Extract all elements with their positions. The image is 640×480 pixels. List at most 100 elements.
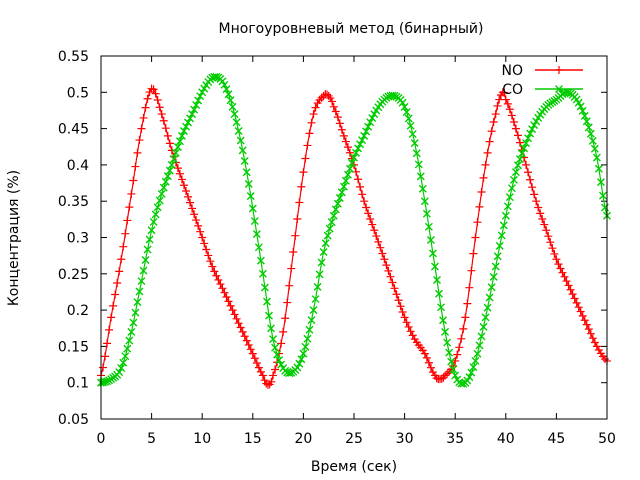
data-point-cross: [586, 129, 595, 138]
data-point-plus: [222, 293, 231, 302]
data-point-plus: [101, 352, 110, 361]
data-point-cross: [173, 142, 182, 151]
data-point-plus: [424, 358, 433, 367]
data-point-cross: [366, 118, 375, 127]
data-point-cross: [422, 209, 431, 218]
data-point-cross: [564, 88, 573, 97]
data-point-plus: [206, 257, 215, 266]
data-point-cross: [477, 332, 486, 341]
data-point-cross: [358, 136, 367, 145]
data-point-cross: [119, 358, 128, 367]
data-point-plus: [491, 110, 500, 119]
data-point-plus: [337, 125, 346, 134]
data-point-plus: [192, 216, 201, 225]
data-point-plus: [269, 371, 278, 380]
data-point-plus: [358, 190, 367, 199]
x-axis-label: Время (сек): [311, 459, 397, 475]
data-point-cross: [451, 371, 460, 380]
data-point-plus: [479, 173, 488, 182]
data-point-cross: [127, 327, 136, 336]
data-point-cross: [406, 121, 415, 130]
x-tick-label: 30: [396, 431, 414, 447]
data-point-plus: [317, 93, 326, 102]
data-point-cross: [175, 137, 184, 146]
data-point-plus: [426, 363, 435, 372]
data-point-plus: [250, 354, 259, 363]
data-point-plus: [182, 187, 191, 196]
data-point-plus: [125, 203, 134, 212]
data-point-plus: [481, 160, 490, 169]
data-point-plus: [214, 275, 223, 284]
data-point-plus: [552, 255, 561, 264]
data-point-cross: [230, 110, 239, 119]
data-point-plus: [473, 218, 482, 227]
data-point-cross: [404, 114, 413, 123]
data-point-plus: [216, 280, 225, 289]
data-point-plus: [594, 346, 603, 355]
data-point-plus: [121, 229, 130, 238]
data-point-cross: [501, 211, 510, 220]
data-point-cross: [149, 217, 158, 226]
data-point-cross: [364, 122, 373, 131]
data-point-plus: [503, 99, 512, 108]
data-point-plus: [326, 94, 335, 103]
data-point-plus: [560, 272, 569, 281]
data-point-plus: [323, 90, 332, 99]
data-point-plus: [400, 313, 409, 322]
data-point-plus: [129, 176, 138, 185]
data-point-plus: [175, 169, 184, 178]
data-point-plus: [218, 284, 227, 293]
data-point-plus: [254, 363, 263, 372]
data-point-plus: [404, 322, 413, 331]
x-tick-label: 45: [547, 431, 565, 447]
data-point-cross: [196, 92, 205, 101]
data-point-cross: [435, 289, 444, 298]
data-point-cross: [528, 125, 537, 134]
data-point-plus: [236, 323, 245, 332]
data-point-cross: [327, 218, 336, 227]
data-point-plus: [554, 260, 563, 269]
data-point-plus: [137, 124, 146, 133]
data-point-cross: [526, 129, 535, 138]
data-point-cross: [449, 365, 458, 374]
data-point-plus: [566, 285, 575, 294]
data-point-cross: [323, 231, 332, 240]
data-point-cross: [343, 170, 352, 179]
data-point-plus: [534, 203, 543, 212]
data-point-cross: [224, 90, 233, 99]
data-point-plus: [224, 297, 233, 306]
data-point-plus: [99, 363, 108, 372]
data-point-cross: [594, 164, 603, 173]
data-point-plus: [572, 298, 581, 307]
data-point-cross: [123, 344, 132, 353]
data-point-cross: [475, 341, 484, 350]
data-point-plus: [200, 239, 209, 248]
data-point-plus: [398, 308, 407, 317]
data-point-plus: [487, 127, 496, 136]
data-point-plus: [368, 220, 377, 229]
data-point-plus: [293, 215, 302, 224]
data-point-plus: [305, 129, 314, 138]
data-point-cross: [141, 256, 150, 265]
data-point-plus: [303, 141, 312, 150]
data-point-cross: [339, 182, 348, 191]
data-point-plus: [329, 102, 338, 111]
data-point-plus: [339, 131, 348, 140]
data-point-cross: [192, 101, 201, 110]
data-point-plus: [186, 198, 195, 207]
data-point-cross: [232, 118, 241, 127]
data-point-plus: [230, 310, 239, 319]
data-point-plus: [483, 148, 492, 157]
data-point-plus: [526, 175, 535, 184]
data-point-plus: [153, 95, 162, 104]
data-point-cross: [188, 110, 197, 119]
data-point-cross: [311, 295, 320, 304]
data-point-plus: [105, 325, 114, 334]
data-point-plus: [394, 296, 403, 305]
data-point-plus: [345, 148, 354, 157]
data-point-cross: [524, 134, 533, 143]
data-point-plus: [540, 220, 549, 229]
data-point-plus: [538, 214, 547, 223]
data-point-cross: [352, 148, 361, 157]
data-point-plus: [291, 231, 300, 240]
